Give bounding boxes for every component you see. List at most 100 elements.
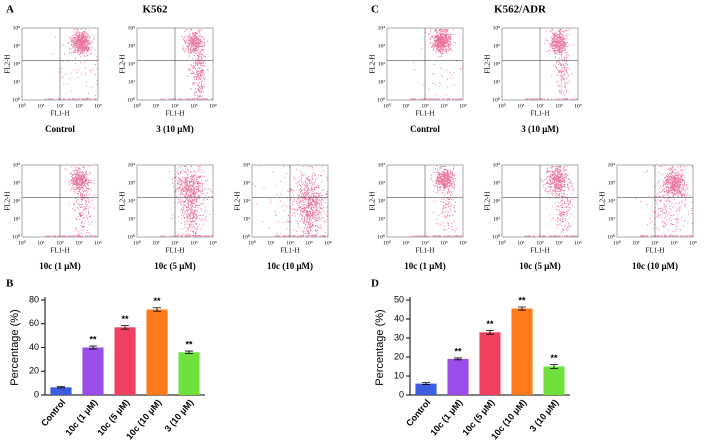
y-axis-label: FL2-H (369, 191, 377, 210)
cell-dots (252, 165, 329, 237)
y-tick-label: 10² (493, 198, 501, 204)
x-tick-label: 10⁴ (324, 240, 332, 246)
y-tick-label: 10⁰ (377, 96, 386, 103)
x-tick-label: 10² (171, 240, 179, 246)
y-tick-label: 10⁰ (492, 96, 501, 103)
x-tick-label: 10³ (75, 240, 83, 246)
bar (82, 347, 104, 395)
y-tick-label: 10⁴ (378, 25, 386, 31)
y-tick-label: 60 (29, 318, 39, 328)
y-tick-label: 10³ (128, 180, 136, 186)
y-axis-label: FL2-H (4, 191, 12, 210)
x-tick-label: 10¹ (37, 103, 45, 109)
x-tick-label: 10⁰ (18, 239, 27, 246)
x-axis-label: FL1-H (165, 110, 184, 118)
x-tick-label: 10³ (555, 240, 563, 246)
x-tick-label: 10⁴ (574, 240, 582, 246)
x-tick-label: 10⁰ (18, 102, 27, 109)
panel-title: K562 (142, 4, 168, 16)
y-tick-label: 80 (29, 294, 39, 304)
x-axis-label: FL1-H (530, 110, 549, 118)
x-tick-label: 10¹ (402, 103, 410, 109)
cell-dots (525, 28, 578, 100)
y-axis-label: FL2-H (234, 191, 242, 210)
y-tick-label: 10² (378, 61, 386, 67)
x-tick-label: 10² (56, 240, 64, 246)
y-tick-label: 10⁴ (493, 25, 501, 31)
y-axis-label: FL2-H (119, 54, 127, 73)
error-bar (454, 357, 462, 361)
y-tick-label: 10¹ (378, 216, 386, 222)
y-axis-label: Percentage (%) (9, 309, 21, 385)
x-tick-label: 10c (1 μM) (428, 397, 464, 437)
significance: ** (454, 346, 462, 356)
plot-caption: 10c (1 μM) (39, 261, 81, 271)
error-bar (153, 307, 161, 312)
y-tick-label: 10¹ (13, 79, 21, 85)
y-tick-label: 10⁰ (12, 233, 21, 240)
y-tick-label: 10² (13, 61, 21, 67)
x-tick-label: 10¹ (152, 240, 160, 246)
y-tick-label: 10³ (13, 180, 21, 186)
x-axis-label: FL1-H (50, 247, 69, 255)
bar (178, 352, 200, 395)
plot-caption: 3 (10 μM) (521, 124, 559, 134)
y-tick-label: 0 (399, 389, 404, 399)
x-tick-label: 10⁴ (459, 240, 467, 246)
y-tick-label: 10⁴ (243, 162, 251, 168)
x-axis-label: FL1-H (280, 247, 299, 255)
x-axis-label: FL1-H (645, 247, 664, 255)
x-tick-label: 10² (536, 103, 544, 109)
y-tick-label: 10² (128, 61, 136, 67)
significance: ** (153, 296, 161, 306)
y-tick-label: 10⁰ (242, 233, 251, 240)
x-tick-label: 3 (10 μM) (528, 397, 561, 433)
y-tick-label: 10¹ (128, 79, 136, 85)
y-axis-label: FL2-H (4, 54, 12, 73)
y-tick-label: 10¹ (128, 216, 136, 222)
significance: ** (185, 339, 193, 349)
plot-caption: 10c (10 μM) (267, 261, 313, 271)
x-tick-label: Control (39, 397, 67, 428)
bar (146, 309, 168, 395)
error-bar (486, 330, 494, 335)
x-tick-label: 10⁰ (133, 239, 142, 246)
y-tick-label: 10⁰ (377, 233, 386, 240)
y-tick-label: 40 (29, 342, 39, 352)
x-tick-label: 10¹ (152, 103, 160, 109)
cell-dots (409, 28, 463, 100)
significance: ** (550, 353, 558, 363)
x-tick-label: 10⁴ (459, 103, 467, 109)
panel-letter: A (6, 4, 14, 16)
plot-caption: Control (45, 124, 75, 134)
x-tick-label: 10² (536, 240, 544, 246)
plot-caption: Control (410, 124, 440, 134)
x-tick-label: 10⁰ (498, 239, 507, 246)
x-tick-label: 10² (286, 240, 294, 246)
bar (543, 366, 565, 395)
error-bar (89, 345, 97, 350)
error-bar (550, 364, 558, 369)
x-tick-label: 10¹ (517, 103, 525, 109)
significance: ** (518, 295, 526, 305)
y-tick-label: 10² (128, 198, 136, 204)
plot-caption: 10c (5 μM) (519, 261, 561, 271)
y-tick-label: 0 (34, 389, 39, 399)
y-axis-label: FL2-H (484, 54, 492, 73)
y-tick-label: 10⁰ (12, 96, 21, 103)
cell-dots (160, 28, 214, 100)
x-tick-label: 10³ (440, 103, 448, 109)
x-tick-label: 10⁰ (383, 239, 392, 246)
y-tick-label: 10⁴ (13, 25, 21, 31)
x-tick-label: 10³ (190, 103, 198, 109)
x-tick-label: 10² (56, 103, 64, 109)
y-tick-label: 10² (13, 198, 21, 204)
y-tick-label: 10³ (13, 43, 21, 49)
panel-letter: C (371, 4, 379, 16)
panel-letter: B (6, 278, 14, 290)
y-axis-label: Percentage (%) (374, 309, 386, 385)
significance: ** (486, 319, 494, 329)
error-bar (185, 350, 193, 354)
x-axis-label: FL1-H (530, 247, 549, 255)
y-tick-label: 10¹ (378, 79, 386, 85)
